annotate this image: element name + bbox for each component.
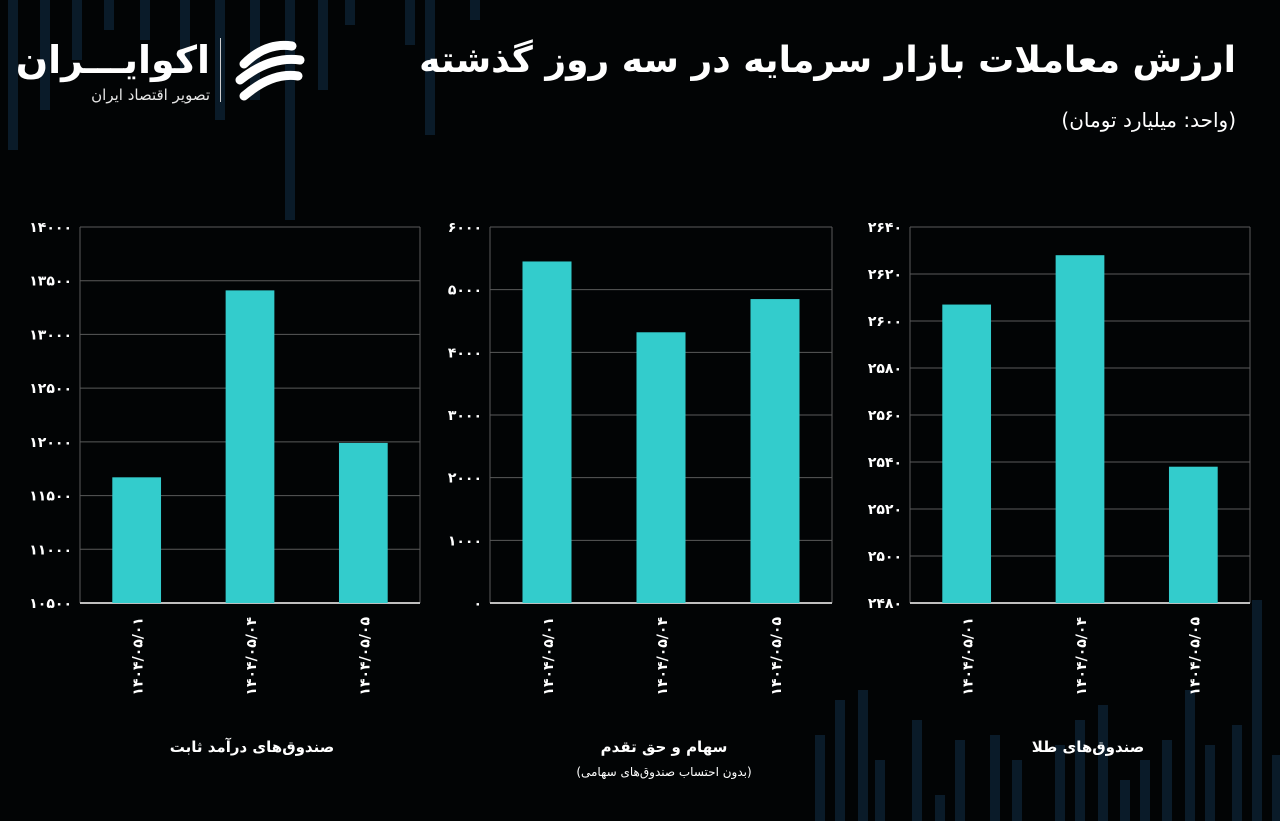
x-tick-label: ۱۴۰۴/۰۵/۰۵ [769, 617, 785, 696]
x-tick-label: ۱۴۰۴/۰۵/۰۴ [244, 617, 260, 696]
y-tick-label: ۱۰۰۰ [448, 533, 482, 549]
chart-title: سهام و حق تقدم [601, 738, 728, 756]
bar [942, 304, 992, 603]
y-tick-label: ۱۱۵۰۰ [29, 489, 72, 505]
x-tick-label: ۱۴۰۴/۰۵/۰۱ [961, 617, 977, 696]
bar-chart-2: ۰ ۱۰۰۰ ۲۰۰۰ ۳۰۰۰ ۴۰۰۰ ۵۰۰۰ ۶۰۰۰ ۱۴۰۴/۰۵/۰۱ ۱۴۰۴/… [448, 220, 833, 780]
y-tick-label: ۱۲۰۰۰ [29, 435, 72, 451]
page-title: ارزش معاملات بازار سرمایه در سه روز گذشت… [419, 40, 1236, 81]
y-tick-label: ۴۰۰۰ [448, 345, 482, 361]
bar [1055, 255, 1105, 603]
y-tick-label: ۲۵۰۰ [868, 549, 902, 565]
bar [112, 477, 162, 603]
y-tick-label: ۲۵۸۰ [868, 361, 902, 377]
bar [225, 290, 275, 603]
y-tick-label: ۱۱۰۰۰ [29, 542, 72, 558]
brand-logo-block: اکوایـــران تصویر اقتصاد ایران [15, 34, 320, 110]
chart-subtitle: (بدون احتساب صندوق‌های سهامی) [576, 765, 751, 780]
y-tick-label: ۲۵۶۰ [868, 408, 902, 424]
bar [636, 332, 686, 603]
y-tick-label: ۲۵۴۰ [868, 455, 902, 471]
bar [522, 261, 572, 603]
brand-divider [220, 38, 221, 102]
bar-chart-1: ۱۰۵۰۰ ۱۱۰۰۰ ۱۱۵۰۰ ۱۲۰۰۰ ۱۲۵۰۰ ۱۳۰۰۰ ۱۳۵۰۰ ۱۴۰۰۰… [29, 220, 421, 756]
bar [1168, 466, 1218, 603]
y-tick-label: ۲۶۰۰ [868, 314, 902, 330]
y-tick-label: ۲۴۸۰ [868, 596, 902, 612]
x-tick-label: ۱۴۰۴/۰۵/۰۱ [131, 617, 147, 696]
x-tick-label: ۱۴۰۴/۰۵/۰۴ [655, 617, 671, 696]
y-tick-label: ۵۰۰۰ [448, 283, 482, 299]
y-tick-label: ۲۵۲۰ [868, 502, 902, 518]
chart-title: صندوق‌های طلا [1032, 738, 1145, 756]
chart-title: صندوق‌های درآمد ثابت [170, 738, 334, 756]
ecoiran-logo-icon [235, 40, 305, 101]
y-tick-label: ۲۶۴۰ [868, 220, 902, 236]
bar [338, 442, 388, 603]
x-tick-label: ۱۴۰۴/۰۵/۰۴ [1074, 617, 1090, 696]
y-tick-label: ۲۰۰۰ [448, 471, 482, 487]
brand-tagline: تصویر اقتصاد ایران [91, 86, 210, 104]
bar [750, 299, 800, 603]
y-tick-label: ۱۴۰۰۰ [29, 220, 72, 236]
x-tick-label: ۱۴۰۴/۰۵/۰۱ [541, 617, 557, 696]
x-tick-label: ۱۴۰۴/۰۵/۰۵ [1187, 617, 1203, 696]
bar-chart-3: ۲۴۸۰ ۲۵۰۰ ۲۵۲۰ ۲۵۴۰ ۲۵۶۰ ۲۵۸۰ ۲۶۰۰ ۲۶۲۰ ۲۶۴۰ ۱۴۰۴… [868, 220, 1251, 756]
y-tick-label: ۱۳۵۰۰ [29, 274, 72, 290]
x-tick-label: ۱۴۰۴/۰۵/۰۵ [357, 617, 373, 696]
unit-label: (واحد: میلیارد تومان) [1061, 108, 1236, 132]
y-tick-label: ۶۰۰۰ [448, 220, 482, 236]
y-tick-label: ۱۲۵۰۰ [29, 381, 72, 397]
y-tick-label: ۲۶۲۰ [868, 267, 902, 283]
y-tick-label: ۰ [473, 596, 482, 612]
y-tick-label: ۱۰۵۰۰ [29, 596, 72, 612]
y-tick-label: ۱۳۰۰۰ [29, 327, 72, 343]
y-tick-label: ۳۰۰۰ [448, 408, 482, 424]
brand-name: اکوایـــران [15, 38, 210, 82]
